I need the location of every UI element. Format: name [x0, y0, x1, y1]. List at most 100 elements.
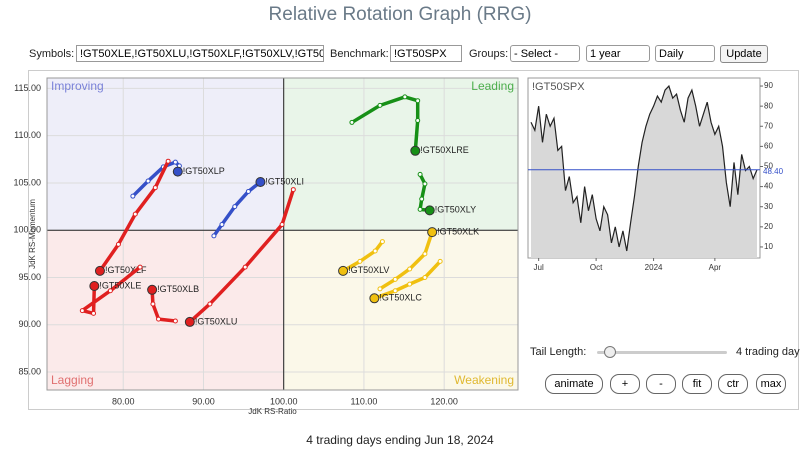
- tail-point: [156, 316, 162, 322]
- benchmark-area: [531, 86, 757, 258]
- tail-point: [242, 264, 248, 270]
- quadrant-label: Improving: [51, 79, 104, 93]
- panel: [28, 70, 799, 410]
- y-tick-label: 90.00: [18, 319, 41, 329]
- tail-point: [207, 301, 213, 307]
- x-tick-label: Oct: [590, 263, 603, 272]
- tail-point: [172, 318, 178, 324]
- tail-point: [165, 158, 171, 164]
- tail: [150, 288, 178, 323]
- tail-point: [417, 171, 423, 177]
- tail-point: [172, 159, 178, 165]
- quadrant-improving: [47, 78, 284, 231]
- tail-point: [357, 258, 363, 264]
- tail-point: [407, 266, 413, 272]
- series-label: !GT50XLI: [265, 176, 304, 186]
- tail-point: [290, 187, 296, 193]
- tail-point: [150, 301, 156, 307]
- quadrant-label: Lagging: [51, 373, 94, 387]
- tail-slider-track[interactable]: [597, 351, 727, 354]
- head-point: [255, 177, 266, 187]
- benchmark-input[interactable]: !GT50SPX: [390, 45, 462, 62]
- tail-point: [422, 181, 428, 187]
- tail-point: [91, 310, 97, 316]
- quadrant-weakening: [283, 230, 518, 390]
- tail: [341, 239, 385, 273]
- series-label: !GT50XLV: [348, 265, 389, 275]
- tail-point: [232, 204, 238, 210]
- control-button[interactable]: fit: [682, 374, 712, 394]
- tail-point: [130, 193, 136, 199]
- tail-point: [392, 276, 398, 282]
- tail-point: [245, 188, 251, 194]
- groups-select[interactable]: - Select -: [510, 45, 580, 62]
- control-button[interactable]: -: [646, 374, 676, 394]
- head-point: [369, 293, 380, 304]
- series-label: !GT50XLP: [183, 166, 225, 176]
- y-tick-label: 95.00: [18, 272, 41, 282]
- series-label: !GT50XLC: [379, 293, 422, 303]
- tail-point: [145, 178, 151, 184]
- y-tick-label: 20: [764, 222, 773, 231]
- y-tick-label: 105.00: [13, 177, 41, 187]
- head-point: [410, 145, 421, 156]
- control-button[interactable]: +: [610, 374, 640, 394]
- interval-select[interactable]: Daily: [655, 45, 715, 62]
- tail-point: [415, 118, 421, 124]
- tail-point: [402, 94, 408, 100]
- y-tick-label: 30: [764, 202, 773, 211]
- y-tick-label: 40: [764, 182, 773, 191]
- tail-point: [379, 239, 385, 245]
- tail-point: [372, 248, 378, 254]
- tail-slider-thumb[interactable]: [604, 346, 616, 358]
- tail-point: [407, 281, 413, 287]
- x-tick-label: Jul: [534, 263, 544, 272]
- tail-point: [152, 185, 158, 191]
- tail-point: [79, 308, 85, 314]
- tail-point: [279, 222, 285, 228]
- symbols-input[interactable]: !GT50XLE,!GT50XLU,!GT50XLF,!GT50XLV,!GT5…: [76, 45, 324, 62]
- benchmark-label: Benchmark:: [330, 48, 389, 60]
- tail-point: [211, 233, 217, 239]
- tail-length-label: Tail Length:: [530, 346, 587, 358]
- series-label: !GT50XLK: [437, 226, 479, 236]
- x-tick-label: 100.00: [270, 396, 298, 406]
- tail-point: [115, 241, 121, 247]
- page-title: Relative Rotation Graph (RRG): [268, 4, 532, 25]
- control-button[interactable]: max: [756, 374, 786, 394]
- tail-point: [422, 251, 428, 257]
- head-point: [147, 284, 158, 295]
- tail-point: [132, 211, 138, 217]
- control-button[interactable]: animate: [545, 374, 603, 394]
- control-button[interactable]: ctr: [718, 374, 748, 394]
- y-tick-label: 10: [764, 242, 773, 251]
- tail-point: [392, 288, 398, 294]
- head-point: [427, 227, 438, 238]
- tail-point: [137, 264, 143, 270]
- y-tick-label: 85.00: [18, 366, 41, 376]
- tail-point: [415, 98, 421, 104]
- y-tick-label: 80: [764, 101, 773, 110]
- series-label: !GT50XLB: [157, 284, 199, 294]
- y-tick-label: 90: [764, 81, 773, 90]
- head-point: [89, 281, 100, 291]
- tail-point: [349, 119, 355, 125]
- series-label: !GT50XLY: [435, 205, 476, 215]
- groups-label: Groups:: [469, 48, 509, 60]
- series-label: !GT50XLRE: [420, 145, 469, 155]
- y-tick-label: 50: [764, 162, 773, 171]
- x-axis-title: JdK RS-Ratio: [248, 407, 297, 416]
- tail-point: [417, 206, 423, 212]
- x-tick-label: 2024: [645, 263, 663, 272]
- symbols-label: Symbols:: [29, 48, 75, 60]
- series-label: !GT50XLF: [105, 265, 147, 275]
- update-button[interactable]: Update: [720, 45, 768, 63]
- head-point: [424, 205, 435, 216]
- y-tick-label: 100.00: [13, 225, 41, 235]
- benchmark-line: [530, 84, 758, 252]
- last-value-label: 48.40: [763, 167, 784, 176]
- tail-point: [107, 288, 113, 294]
- period-select[interactable]: 1 year: [586, 45, 650, 62]
